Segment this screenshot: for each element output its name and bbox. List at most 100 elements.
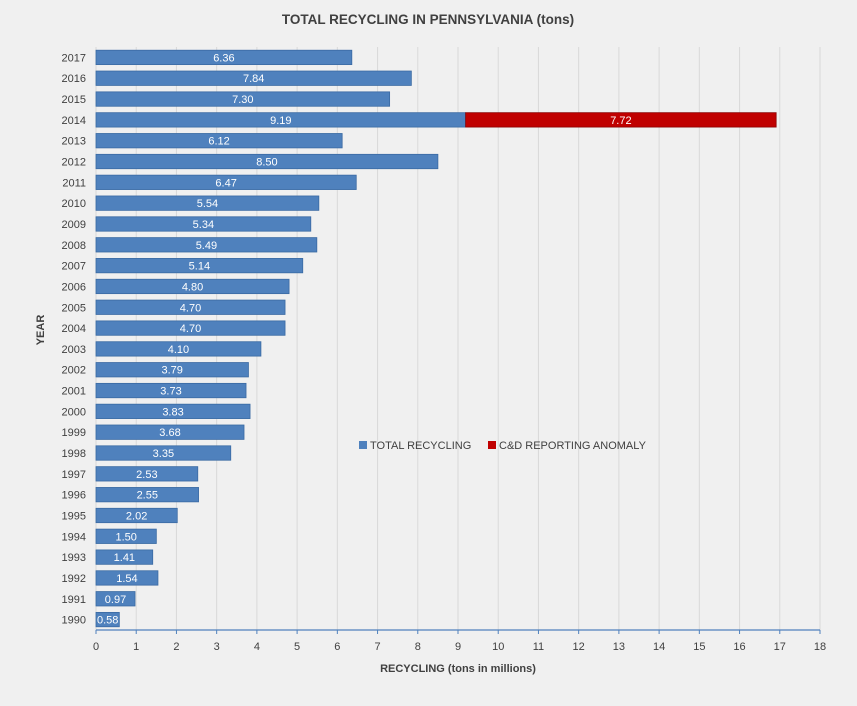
y-tick-label-2004: 2004 [62, 323, 86, 335]
y-tick-label-2014: 2014 [62, 115, 86, 127]
y-tick-label-2000: 2000 [62, 406, 86, 418]
y-tick-label-1998: 1998 [62, 448, 86, 460]
bar-total-2012 [95, 153, 439, 170]
data-label-total-2000: 3.83 [162, 406, 183, 418]
bar-total-2010 [95, 195, 320, 211]
bar-total-1996 [95, 487, 199, 503]
x-tick-label-13: 13 [613, 641, 625, 653]
data-label-anomaly-2014: 7.72 [610, 115, 631, 127]
data-label-total-1996: 2.55 [137, 490, 158, 502]
legend-item-total-recycling-swatch [359, 441, 367, 449]
data-label-total-1999: 3.68 [159, 427, 180, 439]
legend: TOTAL RECYCLING C&D REPORTING ANOMALY [359, 440, 647, 452]
bar-total-2000 [95, 403, 251, 419]
x-tick-label-11: 11 [533, 641, 544, 653]
y-tick-label-2011: 2011 [62, 177, 86, 189]
x-tick-label-5: 5 [294, 641, 300, 653]
data-label-total-1995: 2.02 [126, 510, 147, 522]
y-tick-label-2008: 2008 [62, 240, 86, 252]
bar-total-2017 [95, 49, 353, 66]
data-label-total-1994: 1.50 [115, 531, 136, 543]
legend-item-cd-anomaly-label: C&D REPORTING ANOMALY [499, 440, 647, 452]
bar-total-2008 [95, 237, 318, 253]
y-tick-label-1997: 1997 [62, 469, 86, 481]
chart-title: TOTAL RECYCLING IN PENNSYLVANIA (tons) [282, 12, 574, 27]
data-label-total-2005: 4.70 [180, 302, 201, 314]
bar-total-2015 [95, 91, 391, 107]
bar-total-2005 [95, 299, 286, 315]
x-tick-label-14: 14 [653, 641, 665, 653]
data-label-total-2004: 4.70 [180, 323, 201, 335]
y-tick-label-1992: 1992 [62, 573, 86, 585]
data-label-total-2009: 5.34 [193, 219, 214, 231]
x-tick-label-16: 16 [733, 641, 745, 653]
y-tick-label-1999: 1999 [62, 427, 86, 439]
data-label-total-2010: 5.54 [197, 198, 218, 210]
y-tick-label-1990: 1990 [62, 615, 86, 627]
y-tick-label-2012: 2012 [62, 157, 86, 169]
x-tick-label-0: 0 [93, 641, 99, 653]
x-tick-label-2: 2 [173, 641, 179, 653]
x-tick-label-4: 4 [254, 641, 260, 653]
data-label-total-2008: 5.49 [196, 240, 217, 252]
bar-total-2011 [95, 174, 357, 190]
data-label-total-2007: 5.14 [189, 261, 210, 273]
y-axis-title: YEAR [35, 315, 47, 346]
data-label-total-1998: 3.35 [153, 448, 174, 460]
legend-item-total-recycling-label: TOTAL RECYCLING [370, 440, 471, 452]
x-tick-label-3: 3 [214, 641, 220, 653]
y-tick-label-2006: 2006 [62, 281, 86, 293]
bar-anomaly-2014 [465, 112, 777, 128]
bar-total-1992 [95, 570, 159, 586]
x-tick-label-17: 17 [774, 641, 786, 653]
data-label-total-1990: 0.58 [97, 615, 118, 627]
bar-total-2003 [95, 341, 262, 357]
data-label-total-2017: 6.36 [213, 52, 234, 64]
x-tick-label-9: 9 [455, 641, 461, 653]
bar-total-2013 [95, 133, 343, 149]
x-tick-label-7: 7 [374, 641, 380, 653]
data-label-total-1991: 0.97 [105, 594, 126, 606]
x-tick-label-18: 18 [814, 641, 826, 653]
data-label-total-2014: 9.19 [270, 115, 291, 127]
bar-total-2002 [95, 362, 249, 378]
bar-total-2001 [95, 382, 247, 399]
data-label-total-2006: 4.80 [182, 281, 203, 293]
data-label-total-2002: 3.79 [162, 365, 183, 377]
y-tick-label-2003: 2003 [62, 344, 86, 356]
x-tick-label-12: 12 [573, 641, 585, 653]
data-label-total-1993: 1.41 [114, 552, 135, 564]
data-label-total-1992: 1.54 [116, 573, 137, 585]
y-tick-label-2001: 2001 [62, 386, 86, 398]
data-label-total-2003: 4.10 [168, 344, 189, 356]
data-label-total-2013: 6.12 [208, 136, 229, 148]
x-tick-label-10: 10 [492, 641, 504, 653]
x-axis-title: RECYCLING (tons in millions) [380, 663, 536, 675]
legend-item-cd-anomaly-swatch [488, 441, 496, 449]
bar-total-1997 [95, 466, 199, 482]
bar-total-2004 [95, 320, 286, 336]
y-tick-label-2010: 2010 [62, 198, 86, 210]
bar-total-1990 [95, 611, 120, 628]
x-tick-label-15: 15 [693, 641, 705, 653]
bar-total-1993 [95, 549, 154, 565]
y-tick-label-2005: 2005 [62, 302, 86, 314]
y-tick-label-1994: 1994 [62, 531, 86, 543]
bar-total-2016 [95, 70, 412, 86]
data-label-total-2015: 7.30 [232, 94, 253, 106]
y-tick-label-2013: 2013 [62, 136, 86, 148]
data-label-total-2011: 6.47 [215, 177, 236, 189]
bar-total-1999 [95, 424, 245, 440]
data-label-total-1997: 2.53 [136, 469, 157, 481]
bar-total-1998 [95, 445, 232, 461]
data-label-total-2016: 7.84 [243, 73, 264, 85]
axes: 0 1 2 3 4 5 6 7 8 9 10 11 12 13 14 15 16 17 18201720162015… [62, 52, 827, 653]
y-tick-label-1995: 1995 [62, 510, 86, 522]
bar-total-2007 [95, 258, 304, 274]
bar-total-1994 [95, 528, 157, 544]
y-tick-label-1993: 1993 [62, 552, 86, 564]
y-tick-label-2017: 2017 [62, 52, 86, 64]
y-tick-label-2009: 2009 [62, 219, 86, 231]
bar-total-2006 [95, 278, 290, 295]
